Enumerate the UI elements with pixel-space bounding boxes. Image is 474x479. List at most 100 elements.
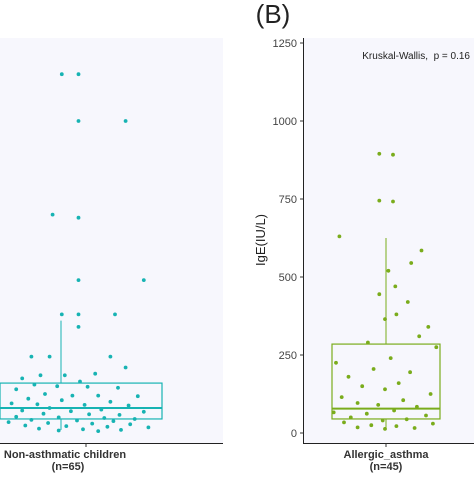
data-point — [55, 384, 60, 389]
data-point — [417, 334, 422, 339]
data-point — [47, 354, 52, 359]
data-point — [355, 401, 360, 405]
data-point — [93, 371, 98, 376]
data-point — [111, 419, 116, 423]
data-point — [424, 413, 428, 418]
y-axis-ticks: 0 250 500 750 1000 1250 — [273, 38, 304, 440]
data-point — [76, 312, 81, 317]
data-point — [393, 284, 398, 289]
data-point — [386, 268, 391, 273]
data-point — [38, 373, 43, 378]
data-point — [87, 412, 91, 417]
data-point — [76, 325, 81, 329]
left-n-label: (n=65) — [52, 461, 85, 473]
right-n-label: (n=45) — [370, 461, 403, 473]
data-point — [96, 429, 101, 433]
data-point — [141, 409, 146, 414]
data-point — [105, 424, 110, 429]
data-point — [108, 399, 113, 404]
data-point — [6, 420, 11, 424]
data-point — [342, 420, 346, 425]
data-point — [391, 199, 395, 204]
data-point — [135, 394, 140, 399]
data-point — [371, 367, 376, 371]
right-box — [331, 238, 441, 430]
right-plot-background — [304, 38, 474, 444]
data-point — [59, 312, 64, 317]
data-point — [412, 426, 417, 430]
y-axis-label: IgE(IU/L) — [253, 214, 268, 266]
data-point — [81, 427, 85, 432]
y-tick-label: 250 — [279, 350, 297, 362]
data-point — [43, 392, 47, 396]
data-point — [62, 373, 67, 378]
data-point — [119, 428, 123, 432]
left-category-label: Non-asthmatic children — [4, 449, 127, 461]
data-point — [20, 376, 25, 381]
data-point — [391, 152, 395, 157]
data-point — [9, 401, 14, 406]
data-point — [59, 72, 64, 77]
data-point — [20, 408, 25, 413]
data-point — [113, 312, 117, 317]
data-point — [76, 215, 81, 220]
data-point — [70, 393, 75, 398]
data-point — [383, 387, 387, 392]
y-tick-label: 750 — [279, 194, 297, 206]
data-point — [117, 413, 122, 417]
y-tick-label: 500 — [279, 272, 297, 284]
data-point — [394, 312, 399, 317]
data-point — [46, 421, 50, 425]
y-tick-label: 1250 — [273, 38, 297, 50]
data-point — [394, 424, 399, 428]
data-point — [409, 261, 414, 265]
data-point — [14, 414, 19, 419]
data-point — [90, 421, 95, 426]
data-point — [59, 398, 64, 403]
data-point — [35, 402, 40, 407]
data-point — [348, 415, 353, 420]
y-tick-label: 0 — [291, 428, 297, 440]
data-point — [96, 393, 101, 398]
data-point — [76, 278, 81, 282]
data-point — [431, 421, 435, 426]
data-point — [346, 374, 351, 379]
data-point — [339, 395, 344, 399]
data-point — [76, 119, 81, 123]
y-tick-label: 1000 — [273, 116, 297, 128]
data-point — [64, 424, 69, 428]
iqr-box — [0, 382, 163, 420]
data-point — [388, 356, 393, 360]
data-point — [56, 415, 61, 420]
data-point — [428, 392, 433, 396]
data-point — [334, 360, 338, 365]
data-point — [56, 428, 61, 433]
data-point — [419, 248, 424, 253]
data-point — [426, 325, 431, 329]
data-point — [369, 423, 374, 428]
data-point — [82, 403, 87, 407]
data-point — [364, 411, 369, 416]
data-point — [377, 292, 382, 297]
data-point — [376, 403, 381, 407]
data-point — [408, 370, 412, 375]
data-point — [366, 340, 370, 345]
data-point — [405, 300, 410, 304]
data-point — [85, 384, 90, 389]
data-point — [401, 398, 406, 403]
data-point — [377, 151, 382, 156]
data-point — [123, 365, 128, 370]
data-point — [331, 410, 336, 415]
left-plot-background — [0, 38, 223, 444]
data-point — [14, 387, 19, 392]
data-point — [126, 403, 131, 408]
data-point — [128, 422, 133, 427]
kruskal-wallis-annotation: Kruskal-Wallis, p = 0.16 — [362, 51, 470, 62]
data-point — [23, 423, 28, 428]
data-point — [337, 234, 342, 239]
panel-label: (B) — [256, 0, 291, 29]
data-point — [141, 278, 146, 282]
left-points — [6, 72, 151, 433]
